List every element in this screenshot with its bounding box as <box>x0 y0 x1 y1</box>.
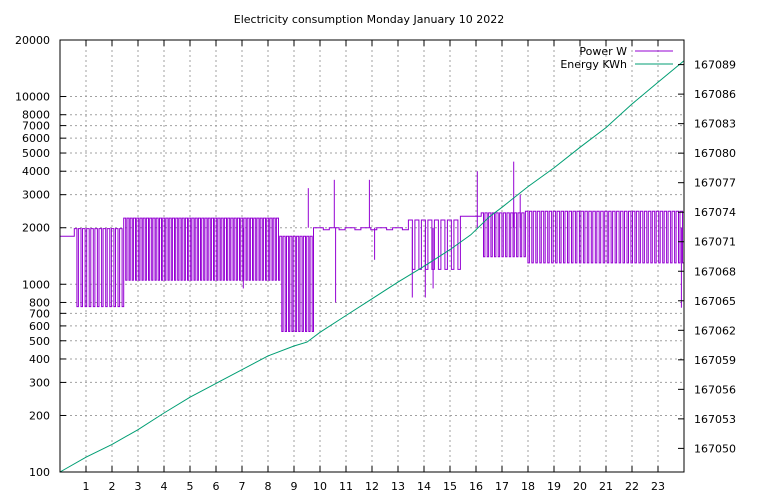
x-tick-label: 4 <box>161 480 168 493</box>
y-right-tick-label: 167065 <box>694 295 736 308</box>
grid <box>60 40 684 472</box>
x-tick-label: 12 <box>365 480 379 493</box>
x-tick-label: 1 <box>83 480 90 493</box>
y-left-tick-label: 700 <box>29 307 50 320</box>
x-tick-label: 22 <box>625 480 639 493</box>
y-left-tick-label: 400 <box>29 353 50 366</box>
y-left-tick-label: 7000 <box>22 120 50 133</box>
series-layer <box>59 60 685 473</box>
x-tick-label: 6 <box>213 480 220 493</box>
y-left-tick-label: 200 <box>29 409 50 422</box>
x-tick-label: 16 <box>469 480 483 493</box>
y-right-tick-label: 167071 <box>694 236 736 249</box>
x-tick-label: 17 <box>495 480 509 493</box>
y-right-tick-label: 167089 <box>694 59 736 72</box>
y-right-tick-label: 167080 <box>694 147 736 160</box>
x-tick-label: 23 <box>651 480 665 493</box>
y-left-tick-label: 8000 <box>22 109 50 122</box>
y-left-tick-label: 800 <box>29 296 50 309</box>
y-right-tick-label: 167062 <box>694 324 736 337</box>
x-tick-label: 13 <box>391 480 405 493</box>
y-left-tick-label: 1000 <box>22 278 50 291</box>
legend-label-energy: Energy KWh <box>560 58 627 71</box>
y-left-tick-label: 600 <box>29 320 50 333</box>
x-tick-label: 8 <box>265 480 272 493</box>
series-energy-line <box>59 60 685 473</box>
x-tick-label: 2 <box>109 480 116 493</box>
y-right-tick-label: 167083 <box>694 118 736 131</box>
series-power-line <box>60 210 684 332</box>
y-left-tick-label: 10000 <box>15 91 50 104</box>
x-tick-label: 20 <box>573 480 587 493</box>
y-left-tick-label: 4000 <box>22 165 50 178</box>
y-left-tick-label: 5000 <box>22 147 50 160</box>
x-tick-label: 15 <box>443 480 457 493</box>
y-left-tick-label: 3000 <box>22 189 50 202</box>
y-right-tick-label: 167074 <box>694 206 736 219</box>
x-tick-label: 19 <box>547 480 561 493</box>
y-right-tick-label: 167050 <box>694 442 736 455</box>
y-left-tick-label: 300 <box>29 376 50 389</box>
y-right-tick-label: 167056 <box>694 383 736 396</box>
x-tick-label: 18 <box>521 480 535 493</box>
tick-layer: 1 2 3 4 5 6 7 8 9 10 11 12 13 14 15 16 17 18 19 20 21 22 23100… <box>15 34 736 493</box>
y-left-tick-label: 20000 <box>15 34 50 47</box>
y-left-tick-label: 2000 <box>22 222 50 235</box>
x-tick-label: 3 <box>135 480 142 493</box>
y-right-tick-label: 167086 <box>694 88 736 101</box>
y-right-tick-label: 167053 <box>694 413 736 426</box>
x-tick-label: 9 <box>291 480 298 493</box>
y-left-tick-label: 500 <box>29 335 50 348</box>
y-right-tick-label: 167068 <box>694 265 736 278</box>
x-tick-label: 14 <box>417 480 431 493</box>
x-tick-label: 10 <box>313 480 327 493</box>
chart-title: Electricity consumption Monday January 1… <box>234 13 504 26</box>
y-left-tick-label: 100 <box>29 466 50 479</box>
x-tick-label: 7 <box>239 480 246 493</box>
y-right-tick-label: 167077 <box>694 177 736 190</box>
y-left-tick-label: 6000 <box>22 132 50 145</box>
legend: Power W Energy KWh <box>560 45 673 71</box>
y-right-tick-label: 167059 <box>694 354 736 367</box>
x-tick-label: 11 <box>339 480 353 493</box>
x-tick-label: 5 <box>187 480 194 493</box>
x-tick-label: 21 <box>599 480 613 493</box>
legend-label-power: Power W <box>579 45 627 58</box>
